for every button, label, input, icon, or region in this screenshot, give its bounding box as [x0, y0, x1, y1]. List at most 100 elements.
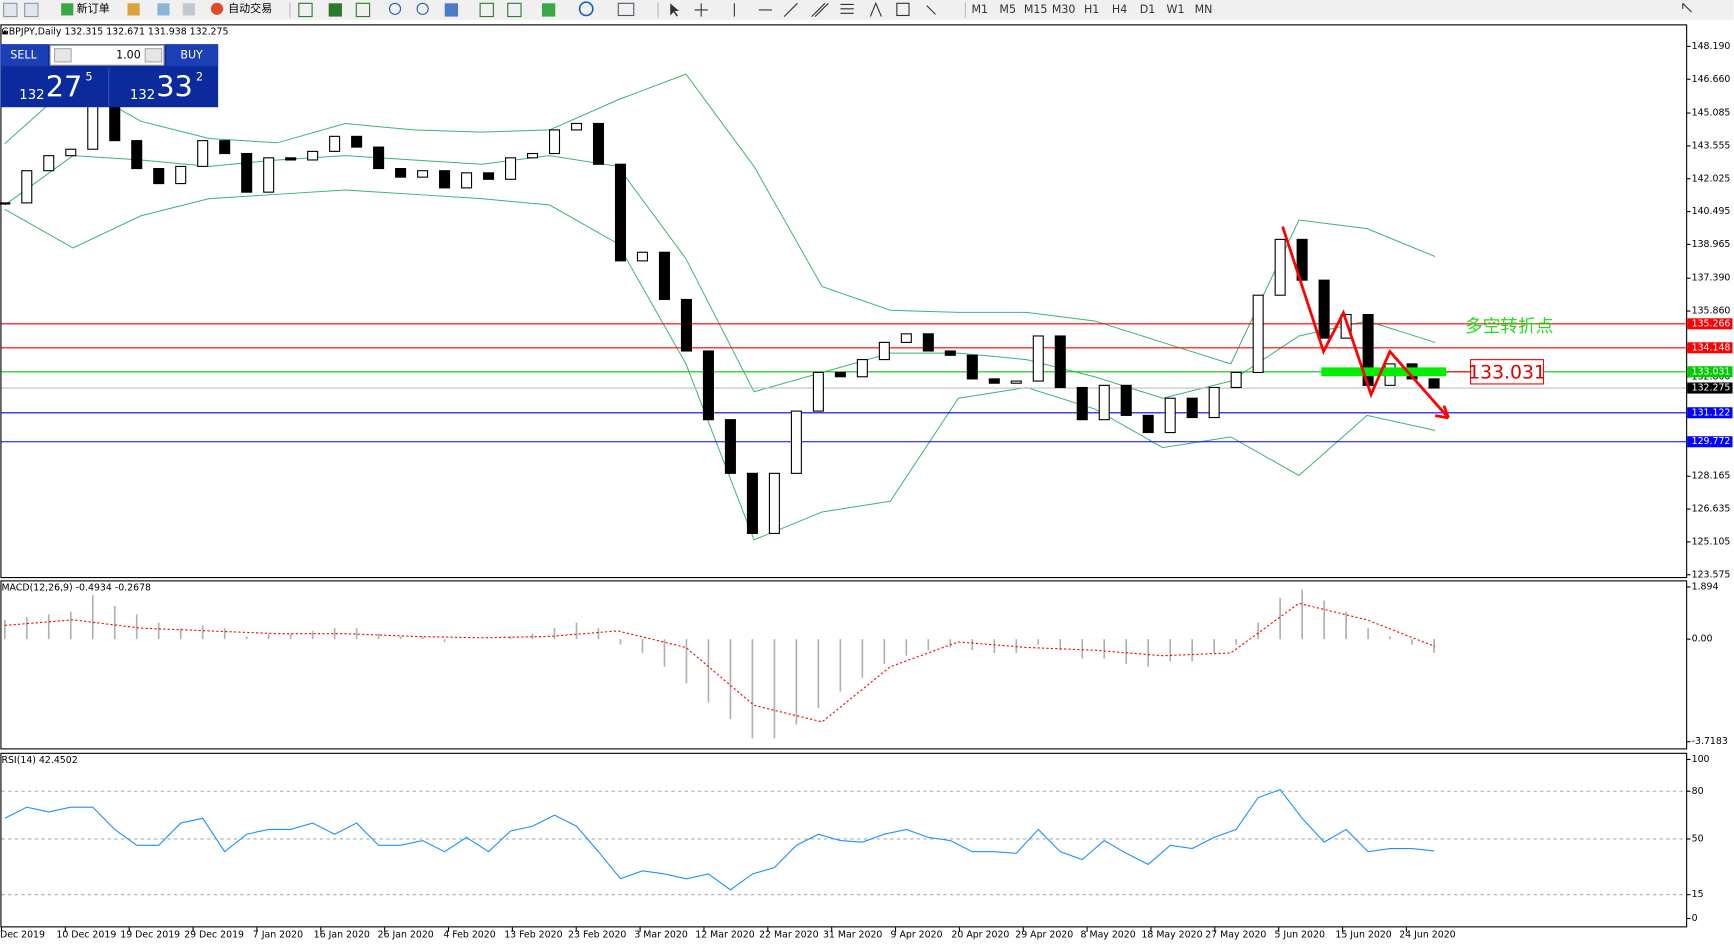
candle: [922, 333, 934, 352]
timeframe-button[interactable]: W1: [1167, 3, 1185, 16]
candle: [768, 472, 780, 534]
auto-trading-button[interactable]: 自动交易: [228, 1, 272, 15]
tool-icon[interactable]: [328, 3, 342, 17]
sell-label[interactable]: SELL: [10, 48, 37, 61]
sell-button[interactable]: [0, 44, 48, 67]
timeframe-button[interactable]: M5: [999, 3, 1016, 16]
sell-price-fraction[interactable]: 5: [85, 70, 92, 83]
x-tick-label: 4 Feb 2020: [443, 930, 495, 941]
trade-panel: SELL 1.00 BUY 132 27 5 132 33 2: [0, 44, 219, 108]
cursor-tool[interactable]: [670, 3, 680, 17]
pivot-label-box: [1469, 359, 1545, 385]
timeframe-button[interactable]: H1: [1084, 3, 1099, 16]
x-tick-label: 22 Mar 2020: [759, 930, 818, 941]
tool-icon[interactable]: [157, 3, 170, 16]
y-tick-label: 15: [1692, 889, 1704, 900]
level-label-bg: [1687, 366, 1733, 378]
candle: [241, 152, 253, 193]
x-tick-label: 13 Feb 2020: [504, 930, 562, 941]
macd-label: MACD(12,26,9) -0.4934 -0.2678: [1, 583, 151, 594]
buy-price-pips[interactable]: 33: [156, 69, 193, 103]
candle: [988, 378, 1000, 384]
candle: [417, 170, 429, 178]
rsi-panel: [0, 752, 1688, 928]
tool-icon[interactable]: [444, 3, 459, 17]
trendline-tool[interactable]: [783, 2, 798, 17]
arrows-tool[interactable]: [926, 5, 936, 15]
buy-price-big[interactable]: 132: [130, 88, 155, 103]
timeframe-button[interactable]: M15: [1024, 3, 1048, 16]
tool-icon[interactable]: [507, 2, 522, 18]
buy-button[interactable]: [166, 44, 219, 67]
candle: [592, 122, 605, 165]
candle: [878, 341, 890, 361]
buy-label[interactable]: BUY: [180, 48, 203, 61]
macd-signal: [4, 602, 1436, 723]
lot-down[interactable]: [53, 48, 72, 63]
tool-icon[interactable]: [3, 2, 18, 18]
y-tick-label: 142.025: [1692, 173, 1731, 184]
timeframe-button[interactable]: M1: [971, 3, 988, 16]
y-tick-label: 50: [1692, 833, 1704, 844]
macd-chart: MACD(12,26,9) -0.4934 -0.2678 1.894 0.00 -3…: [1, 581, 1727, 747]
level-label: 134.148: [1692, 342, 1731, 353]
label-tool[interactable]: [896, 2, 910, 17]
timeframe-button[interactable]: H4: [1112, 3, 1127, 16]
candle: [175, 165, 187, 185]
x-tick-label: Dec 2019: [0, 930, 45, 941]
periods-icon[interactable]: [578, 1, 594, 17]
new-order-button[interactable]: 新订单: [77, 1, 110, 15]
indicators-icon[interactable]: [542, 3, 556, 17]
tool-icon[interactable]: [1682, 2, 1693, 13]
x-axis: Dec 2019 10 Dec 2019 19 Dec 2019 29 Dec 201…: [0, 927, 1456, 941]
sell-price-pips[interactable]: 27: [46, 69, 83, 103]
fibo-tool[interactable]: [840, 3, 854, 14]
timeframe-button[interactable]: MN: [1195, 3, 1213, 16]
y-tick-label: 80: [1692, 786, 1704, 797]
lot-input[interactable]: [49, 44, 165, 66]
auto-trading-icon[interactable]: [210, 2, 224, 15]
tool-icon[interactable]: [479, 2, 494, 18]
lot-value[interactable]: 1.00: [116, 48, 141, 61]
candle: [1318, 279, 1330, 339]
x-tick-label: 3 Mar 2020: [634, 930, 688, 941]
tool-icon[interactable]: [182, 3, 195, 16]
lot-up[interactable]: [144, 48, 163, 63]
level-label-bg: [1687, 407, 1733, 419]
x-tick-label: 7 Jan 2020: [253, 930, 303, 941]
channel-tool[interactable]: [811, 2, 829, 17]
y-tick-label: -3.7183: [1692, 736, 1728, 747]
y-tick-label: 125.105: [1692, 536, 1731, 547]
level-label: 129.772: [1692, 436, 1731, 447]
tool-icon[interactable]: [24, 2, 39, 18]
timeframe-button[interactable]: D1: [1140, 3, 1156, 16]
candle: [1010, 380, 1022, 384]
templates-icon[interactable]: [617, 2, 635, 17]
zoom-out[interactable]: [416, 2, 429, 15]
timeframe-button[interactable]: M30: [1052, 3, 1076, 16]
candle: [856, 359, 868, 378]
arrow-head: [1434, 405, 1450, 420]
trend-arrow: [1281, 226, 1450, 419]
zoom-in[interactable]: [388, 2, 402, 15]
tool-icon[interactable]: [298, 2, 313, 18]
candle: [197, 140, 209, 167]
candle: [1230, 371, 1242, 389]
text-tool[interactable]: [869, 1, 882, 17]
candle: [285, 157, 297, 161]
candle: [966, 354, 978, 380]
tool-icon[interactable]: [127, 3, 140, 16]
buy-price-fraction[interactable]: 2: [196, 70, 203, 83]
candle: [373, 146, 385, 170]
y-tick-label: 140.495: [1692, 206, 1731, 217]
level-label-bg: [1687, 436, 1733, 448]
y-tick-label: 0: [1692, 913, 1698, 924]
price-chart: 148.190 146.660 145.085 143.555 142.025 140.4…: [0, 41, 1733, 580]
crosshair-tool[interactable]: [694, 3, 708, 17]
new-order-icon[interactable]: [61, 3, 74, 16]
candle: [0, 202, 11, 205]
tool-icon[interactable]: [355, 2, 371, 18]
candle: [1164, 397, 1176, 434]
x-tick-label: 16 Jan 2020: [314, 930, 370, 941]
sell-price-big[interactable]: 132: [19, 88, 44, 103]
